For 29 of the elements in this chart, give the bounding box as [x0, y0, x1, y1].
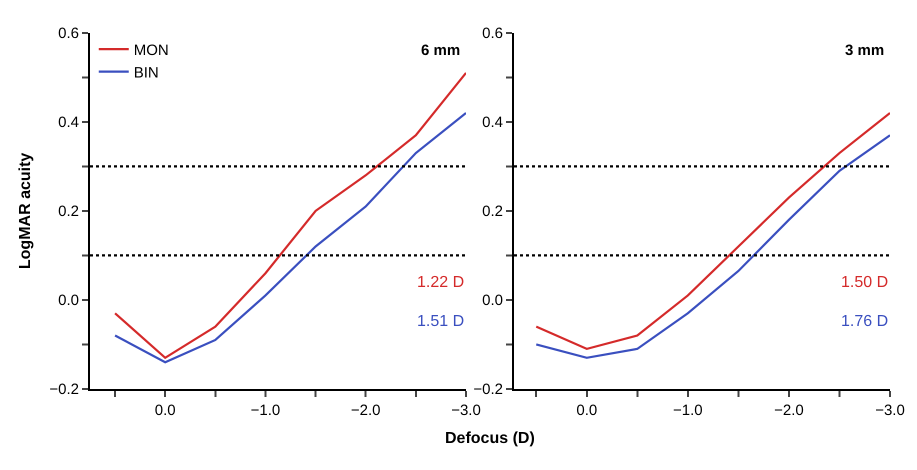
y-tick-label: 0.2 — [482, 203, 503, 220]
y-tick-label: −0.2 — [473, 381, 503, 398]
annotation: 1.22 D — [417, 274, 464, 291]
y-axis-title: LogMAR acuity — [16, 152, 34, 270]
y-tick-label: 0.0 — [58, 292, 79, 310]
x-axis-title: Defocus (D) — [445, 430, 535, 447]
x-tick-label: −3.0 — [451, 402, 481, 419]
y-tick-label: 0.6 — [482, 25, 503, 42]
y-tick-label: 0.2 — [58, 203, 79, 220]
annotation: 3 mm — [845, 42, 884, 59]
x-tick-label: −2.0 — [774, 402, 804, 419]
x-tick-label: −2.0 — [350, 402, 381, 419]
y-tick-label: −0.2 — [49, 381, 79, 398]
y-tick-label: 0.6 — [58, 25, 79, 42]
legend-label: BIN — [134, 64, 159, 82]
annotation: 1.50 D — [841, 274, 888, 291]
x-tick-label: −1.0 — [250, 402, 280, 419]
line-series — [114, 112, 466, 364]
annotation: 1.76 D — [841, 313, 888, 330]
y-tick-label: 0.4 — [482, 114, 503, 132]
annotation: 1.51 D — [417, 313, 464, 330]
y-tick-label: 0.4 — [58, 114, 79, 132]
x-tick-label: 0.0 — [576, 402, 598, 419]
x-tick-label: −3.0 — [875, 402, 905, 419]
legend-label: MON — [134, 42, 169, 59]
y-tick-label: 0.0 — [482, 292, 503, 310]
x-tick-label: −1.0 — [673, 402, 703, 419]
x-tick-label: 0.0 — [154, 402, 176, 419]
annotation: 6 mm — [421, 42, 460, 59]
